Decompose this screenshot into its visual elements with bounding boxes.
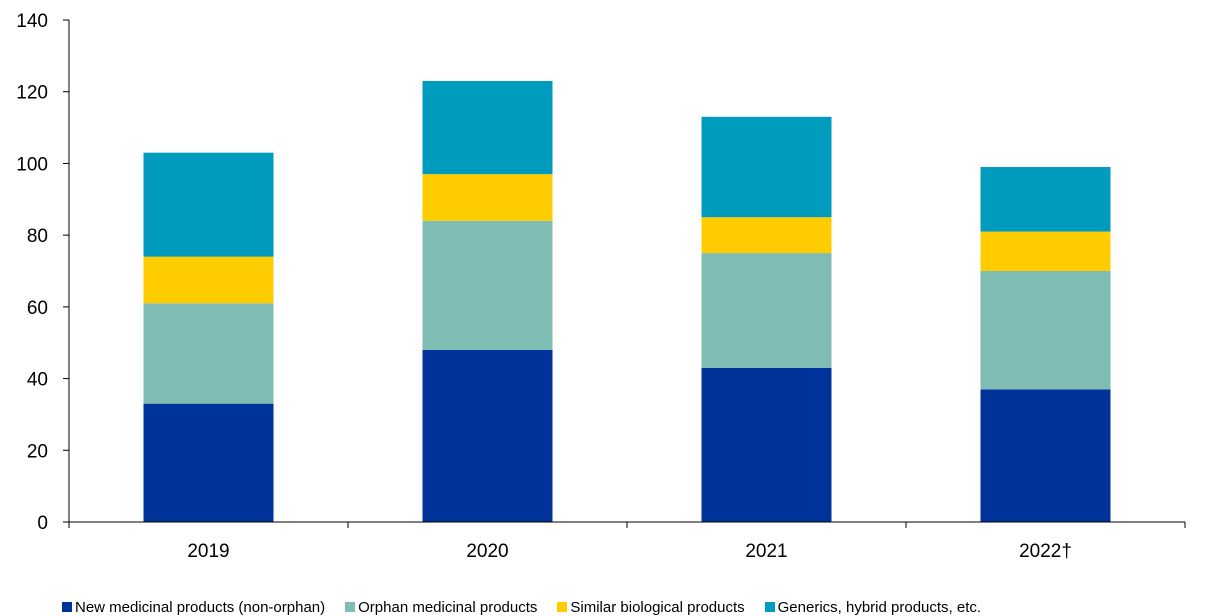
legend-label: Similar biological products [570,598,745,616]
bar-segment-2021-series-1 [701,367,832,522]
y-tick-label: 120 [16,83,48,104]
x-tick-label: 2022† [1019,541,1072,562]
bar-segment-2022-series-4 [980,167,1111,232]
bar-segment-2022-series-3 [980,231,1111,271]
x-tick-label: 2021 [745,541,787,562]
bar-segment-2020-series-2 [422,220,553,350]
y-tick-label: 20 [27,441,48,462]
bar-segment-2022-series-2 [980,271,1111,390]
legend-item-2: Orphan medicinal products [345,599,537,616]
legend-item-3: Similar biological products [557,598,745,616]
y-tick-label: 60 [27,298,48,319]
bar-segment-2019-series-1 [143,403,274,522]
bar-segment-2022-series-1 [980,389,1111,522]
bar-segment-2019-series-3 [143,256,274,304]
bar-segment-2021-series-3 [701,217,832,254]
bars-layer [143,80,1111,522]
bar-segment-2019-series-2 [143,303,274,404]
axes-layer [63,19,1186,528]
labels-layer: 0 20 40 60 80 100 120 140 2019 2020 2021 2022† [16,11,1072,562]
bar-segment-2021-series-4 [701,116,832,218]
x-tick-label: 2020 [466,541,508,562]
chart-legend: New medicinal products (non-orphan) Orpha… [62,598,1001,616]
legend-swatch [764,602,775,612]
y-tick-label: 0 [37,513,48,534]
bar-segment-2019-series-4 [143,152,274,257]
legend-swatch [557,602,568,612]
y-tick-label: 140 [16,11,48,32]
legend-item-1: New medicinal products (non-orphan) [62,599,325,616]
y-tick-label: 100 [16,154,48,175]
legend-label: Generics, hybrid products, etc. [777,598,982,616]
x-tick-label: 2019 [187,541,229,562]
legend-item-4: Generics, hybrid products, etc. [764,598,982,616]
bar-segment-2021-series-2 [701,253,832,368]
legend-swatch [345,602,356,612]
y-tick-label: 80 [27,226,48,247]
bar-segment-2020-series-4 [422,80,553,175]
legend-swatch [62,602,72,612]
bar-segment-2020-series-3 [422,174,553,221]
bar-segment-2020-series-1 [422,349,553,522]
legend-label: New medicinal products (non-orphan) [75,598,326,616]
y-tick-label: 40 [27,370,48,391]
legend-label: Orphan medicinal products [358,598,538,616]
